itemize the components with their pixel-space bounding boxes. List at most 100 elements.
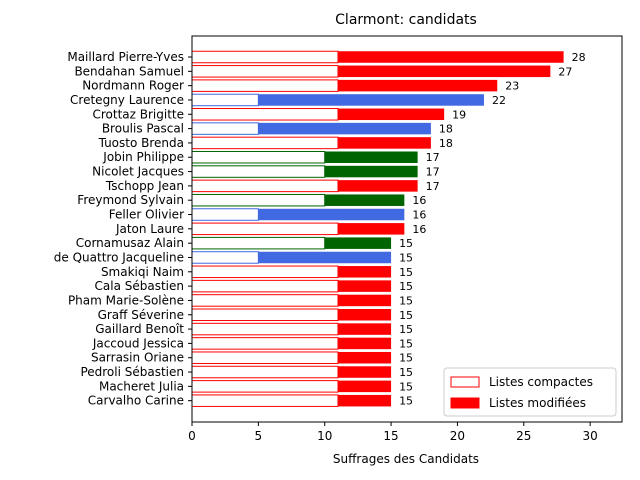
y-tick-label: Tschopp Jean [105, 179, 184, 193]
bar-compactes [191, 179, 339, 193]
bar-value-label: 23 [505, 80, 519, 93]
y-tick-label: Gaillard Benoît [95, 322, 184, 336]
legend-label: Listes modifiées [489, 396, 586, 410]
bar-value-label: 16 [412, 223, 426, 236]
bar-value-label: 15 [399, 237, 413, 250]
y-tick-label: Cretegny Laurence [70, 93, 184, 107]
bar-modifiees [258, 94, 484, 106]
bar-modifiees [337, 180, 418, 192]
bar-value-label: 17 [426, 166, 440, 179]
bar-value-label: 15 [399, 395, 413, 408]
bar-compactes [191, 279, 339, 293]
bar-compactes [191, 294, 339, 307]
y-tick-label: Nicolet Jacques [92, 165, 184, 179]
y-tick-label: Carvalho Carine [88, 394, 184, 408]
bar-modifiees [337, 137, 431, 149]
bar-compactes [191, 193, 326, 207]
bar-compactes [191, 93, 259, 107]
y-tick-label: Feller Olivier [109, 208, 184, 222]
x-axis: 0 5 10 15 20 25 30 [188, 422, 598, 443]
bar-compactes [191, 65, 339, 78]
x-tick-label: 20 [450, 429, 465, 443]
bar-modifiees [324, 194, 405, 206]
bar-modifiees [324, 151, 418, 163]
y-tick-label: Pham Marie-Solène [68, 293, 184, 307]
y-tick-label: Bendahan Samuel [74, 64, 184, 78]
bar-value-label: 18 [439, 137, 453, 150]
bar-compactes [191, 337, 339, 350]
bar-modifiees [337, 394, 392, 407]
bar-compactes [191, 394, 339, 407]
bar-compactes [191, 150, 326, 164]
bar-compactes [191, 79, 339, 92]
bar-modifiees [337, 323, 392, 335]
x-tick-label: 10 [317, 429, 332, 443]
bar-value-label: 15 [399, 294, 413, 307]
bar-modifiees [337, 309, 392, 321]
x-tick-label: 25 [516, 429, 531, 443]
bar-compactes [191, 165, 326, 178]
bar-compactes [191, 122, 259, 135]
y-tick-label: Nordmann Roger [82, 79, 184, 93]
bar-modifiees [337, 337, 392, 350]
legend-swatch [450, 376, 480, 388]
y-tick-label: Graff Séverine [98, 308, 184, 322]
bar-modifiees [337, 366, 392, 378]
bar-value-label: 28 [572, 51, 586, 64]
bar-value-label: 16 [412, 209, 426, 222]
bar-modifiees [258, 208, 405, 221]
bar-modifiees [258, 122, 431, 135]
legend: Listes compactes Listes modifiées [443, 367, 617, 417]
bar-value-label: 15 [399, 352, 413, 365]
axes-frame [191, 35, 623, 423]
bar-compactes [191, 236, 326, 250]
bar-modifiees [337, 65, 551, 78]
bar-value-label: 15 [399, 251, 413, 264]
y-tick-label: Jaccoud Jessica [92, 336, 184, 350]
bar-value-label: 19 [452, 108, 466, 121]
bar-modifiees [324, 237, 392, 249]
bar-modifiees [337, 294, 392, 307]
y-tick-label: Jobin Philippe [102, 150, 184, 164]
bar-value-label: 18 [439, 123, 453, 136]
bar-compactes [191, 108, 339, 121]
bar-compactes [191, 308, 339, 322]
bar-value-label: 15 [399, 266, 413, 279]
bar-compactes [191, 365, 339, 379]
bar-value-label: 15 [399, 323, 413, 336]
bar-value-label: 15 [399, 380, 413, 393]
bar-modifiees [337, 108, 445, 121]
x-tick-label: 5 [255, 429, 263, 443]
y-tick-label: Macheret Julia [99, 379, 184, 393]
bar-value-label: 15 [399, 366, 413, 379]
y-tick-label: de Quattro Jacqueline [54, 250, 184, 264]
legend-box [443, 367, 617, 417]
bar-modifiees [337, 280, 392, 292]
x-tick-label: 0 [188, 429, 196, 443]
bar-value-label: 15 [399, 337, 413, 350]
y-tick-label: Freymond Sylvain [77, 193, 184, 207]
y-tick-label: Cala Sébastien [95, 279, 184, 293]
bar-compactes [191, 208, 259, 221]
x-tick-label: 30 [583, 429, 598, 443]
y-tick-label: Crottaz Brigitte [92, 107, 184, 121]
bar-compactes [191, 351, 339, 364]
bar-compactes [191, 265, 339, 279]
y-tick-label: Pedroli Sébastien [80, 365, 184, 379]
bar-compactes [191, 251, 259, 264]
bar-compactes [191, 50, 339, 64]
bar-compactes [191, 222, 339, 236]
bar-value-label: 17 [426, 151, 440, 164]
bar-modifiees [337, 266, 392, 278]
x-tick-label: 15 [383, 429, 398, 443]
bar-value-label: 15 [399, 309, 413, 322]
bar-modifiees [337, 223, 405, 235]
bar-modifiees [258, 251, 392, 264]
x-axis-label: Suffrages des Candidats [333, 452, 479, 466]
bar-value-label: 22 [492, 94, 506, 107]
y-tick-label: Tuosto Brenda [98, 136, 184, 150]
y-tick-label: Jaton Laure [115, 222, 184, 236]
bar-modifiees [337, 79, 498, 92]
y-tick-label: Sarrasin Oriane [91, 351, 184, 365]
